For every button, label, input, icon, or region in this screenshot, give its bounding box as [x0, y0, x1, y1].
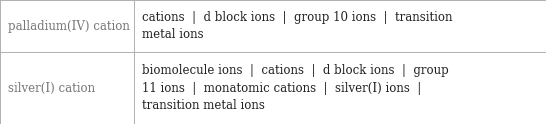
Text: silver(I) cation: silver(I) cation: [8, 82, 95, 94]
Text: cations  |  d block ions  |  group 10 ions  |  transition
metal ions: cations | d block ions | group 10 ions |…: [142, 11, 452, 41]
Text: palladium(IV) cation: palladium(IV) cation: [8, 20, 130, 32]
Text: biomolecule ions  |  cations  |  d block ions  |  group
11 ions  |  monatomic ca: biomolecule ions | cations | d block ion…: [142, 64, 448, 112]
